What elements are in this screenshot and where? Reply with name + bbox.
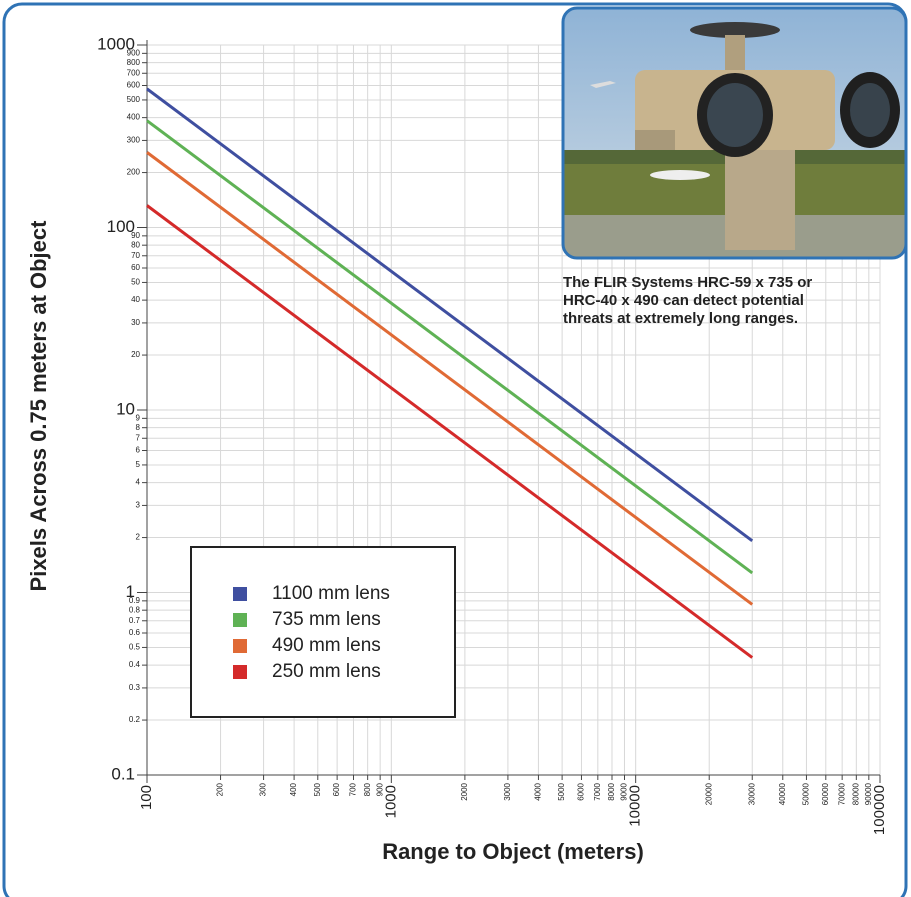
legend-swatch — [233, 639, 247, 653]
legend-box — [190, 546, 456, 718]
series-line — [146, 204, 754, 659]
y-tick-label: 0.5 — [129, 643, 141, 652]
y-tick-label: 80 — [131, 240, 140, 249]
x-tick-label: 900 — [375, 782, 384, 796]
x-tick-label: 60000 — [821, 782, 830, 805]
x-tick-label: 70000 — [837, 782, 846, 805]
x-tick-label: 200 — [216, 782, 225, 796]
y-tick-label: 0.3 — [129, 683, 141, 692]
x-tick-label: 300 — [259, 782, 268, 796]
y-tick-label: 30 — [131, 318, 140, 327]
x-tick-label: 400 — [289, 782, 298, 796]
series-line — [146, 151, 754, 606]
x-tick-label: 40000 — [778, 782, 787, 805]
y-tick-label: 0.2 — [129, 715, 141, 724]
x-tick-label: 800 — [363, 782, 372, 796]
y-tick-label: 0.6 — [129, 628, 141, 637]
x-tick-label: 10000 — [627, 785, 644, 827]
y-tick-label: 0.1 — [111, 764, 135, 783]
y-tick-label: 40 — [131, 295, 140, 304]
y-tick-label: 5 — [136, 460, 141, 469]
y-tick-label: 600 — [127, 81, 141, 90]
y-tick-label: 1000 — [97, 34, 135, 53]
x-tick-label: 50000 — [802, 782, 811, 805]
x-tick-label: 90000 — [864, 782, 873, 805]
y-tick-label: 900 — [127, 48, 141, 57]
y-tick-label: 800 — [127, 58, 141, 67]
y-tick-label: 500 — [127, 95, 141, 104]
series-line — [146, 87, 754, 542]
y-tick-label: 9 — [136, 413, 141, 422]
y-tick-label: 0.7 — [129, 616, 141, 625]
x-tick-label: 100000 — [871, 785, 888, 835]
x-axis-label: Range to Object (meters) — [382, 839, 644, 864]
caption-line: The FLIR Systems HRC-59 x 735 or — [563, 274, 812, 291]
y-tick-label: 90 — [131, 231, 140, 240]
x-tick-label: 6000 — [577, 782, 586, 800]
y-tick-label: 20 — [131, 350, 140, 359]
y-tick-label: 60 — [131, 263, 140, 272]
x-tick-label: 20000 — [704, 782, 713, 805]
y-tick-label: 50 — [131, 278, 140, 287]
photo — [561, 6, 908, 260]
legend-label: 735 mm lens — [272, 609, 381, 630]
x-tick-label: 100 — [138, 785, 155, 810]
y-tick-label: 6 — [136, 446, 141, 455]
x-tick-label: 8000 — [607, 782, 616, 800]
x-tick-label: 3000 — [503, 782, 512, 800]
x-tick-label: 1000 — [382, 785, 399, 818]
y-tick-label: 0.8 — [129, 605, 141, 614]
y-tick-label: 0.9 — [129, 596, 141, 605]
legend: 1100 mm lens 735 mm lens 490 mm lens 250 mm… — [233, 583, 390, 682]
legend-swatch — [233, 587, 247, 601]
y-tick-label: 100 — [107, 217, 135, 236]
y-tick-label: 70 — [131, 251, 140, 260]
y-axis-label: Pixels Across 0.75 meters at Object — [26, 220, 51, 592]
caption-line: threats at extremely long ranges. — [563, 310, 798, 327]
y-tick-label: 10 — [116, 399, 135, 418]
y-tick-label: 400 — [127, 113, 141, 122]
y-tick-label: 7 — [136, 433, 141, 442]
y-tick-label: 4 — [136, 478, 141, 487]
y-tick-label: 300 — [127, 136, 141, 145]
x-tick-label: 4000 — [534, 782, 543, 800]
y-tick-label: 200 — [127, 168, 141, 177]
y-tick-label: 1 — [126, 582, 135, 601]
legend-swatch — [233, 665, 247, 679]
y-tick-label: 0.4 — [129, 660, 141, 669]
series-line — [146, 119, 754, 575]
y-tick-label: 2 — [136, 533, 141, 542]
x-tick-label: 5000 — [557, 782, 566, 800]
legend-label: 250 mm lens — [272, 661, 381, 682]
caption-line: HRC-40 x 490 can detect potential — [563, 292, 804, 309]
x-tick-label: 80000 — [851, 782, 860, 805]
x-tick-label: 700 — [349, 782, 358, 796]
x-tick-label: 2000 — [460, 782, 469, 800]
x-tick-label: 500 — [313, 782, 322, 796]
x-tick-label: 30000 — [747, 782, 756, 805]
legend-swatch — [233, 613, 247, 627]
y-tick-label: 700 — [127, 68, 141, 77]
legend-label: 1100 mm lens — [272, 583, 390, 604]
x-tick-label: 7000 — [593, 782, 602, 800]
y-tick-label: 3 — [136, 501, 141, 510]
y-tick-label: 8 — [136, 423, 141, 432]
legend-label: 490 mm lens — [272, 635, 381, 656]
x-tick-label: 600 — [332, 782, 341, 796]
x-tick-label: 9000 — [620, 782, 629, 800]
